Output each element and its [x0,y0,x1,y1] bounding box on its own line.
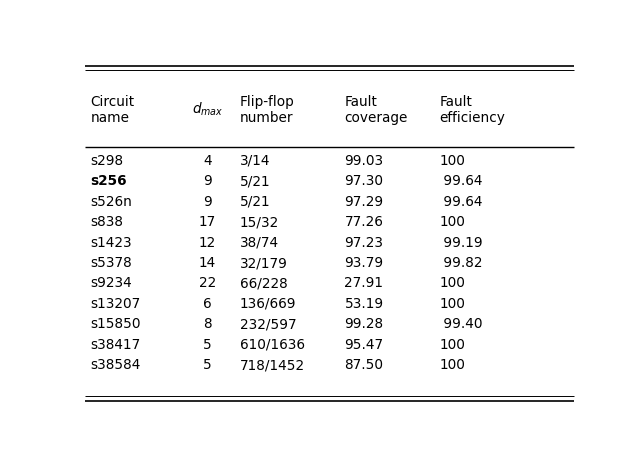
Text: s13207: s13207 [90,297,141,311]
Text: 99.28: 99.28 [345,317,384,332]
Text: $d_{max}$: $d_{max}$ [192,101,223,118]
Text: 232/597: 232/597 [240,317,296,332]
Text: s38584: s38584 [90,358,141,372]
Text: 5/21: 5/21 [240,195,271,209]
Text: 99.03: 99.03 [345,154,384,168]
Text: 100: 100 [439,338,465,352]
Text: 97.29: 97.29 [345,195,384,209]
Text: 15/32: 15/32 [240,215,279,229]
Text: 14: 14 [199,256,216,270]
Text: s38417: s38417 [90,338,141,352]
Text: 4: 4 [203,154,212,168]
Text: 95.47: 95.47 [345,338,384,352]
Text: 66/228: 66/228 [240,277,287,290]
Text: 99.19: 99.19 [439,235,483,250]
Text: 8: 8 [203,317,212,332]
Text: 99.64: 99.64 [439,195,483,209]
Text: s298: s298 [90,154,123,168]
Text: 3/14: 3/14 [240,154,270,168]
Text: 22: 22 [199,277,216,290]
Text: 12: 12 [199,235,216,250]
Text: 610/1636: 610/1636 [240,338,305,352]
Text: 77.26: 77.26 [345,215,383,229]
Text: s1423: s1423 [90,235,132,250]
Text: 5/21: 5/21 [240,174,271,188]
Text: Fault
efficiency: Fault efficiency [439,94,505,125]
Text: 97.23: 97.23 [345,235,383,250]
Text: s256: s256 [90,174,127,188]
Text: 17: 17 [199,215,216,229]
Text: Flip-flop
number: Flip-flop number [240,94,294,125]
Text: 718/1452: 718/1452 [240,358,305,372]
Text: 53.19: 53.19 [345,297,384,311]
Text: 97.30: 97.30 [345,174,383,188]
Text: Fault
coverage: Fault coverage [345,94,408,125]
Text: 100: 100 [439,277,465,290]
Text: 5: 5 [203,358,212,372]
Text: 32/179: 32/179 [240,256,287,270]
Text: 99.64: 99.64 [439,174,483,188]
Text: 87.50: 87.50 [345,358,383,372]
Text: 93.79: 93.79 [345,256,384,270]
Text: 100: 100 [439,154,465,168]
Text: 99.40: 99.40 [439,317,483,332]
Text: 100: 100 [439,215,465,229]
Text: 27.91: 27.91 [345,277,383,290]
Text: 6: 6 [203,297,212,311]
Text: 100: 100 [439,297,465,311]
Text: 136/669: 136/669 [240,297,296,311]
Text: 9: 9 [203,174,212,188]
Text: s9234: s9234 [90,277,132,290]
Text: 38/74: 38/74 [240,235,279,250]
Text: 100: 100 [439,358,465,372]
Text: s838: s838 [90,215,123,229]
Text: Circuit
name: Circuit name [90,94,134,125]
Text: s5378: s5378 [90,256,132,270]
Text: s526n: s526n [90,195,132,209]
Text: 5: 5 [203,338,212,352]
Text: s15850: s15850 [90,317,141,332]
Text: 9: 9 [203,195,212,209]
Text: 99.82: 99.82 [439,256,483,270]
